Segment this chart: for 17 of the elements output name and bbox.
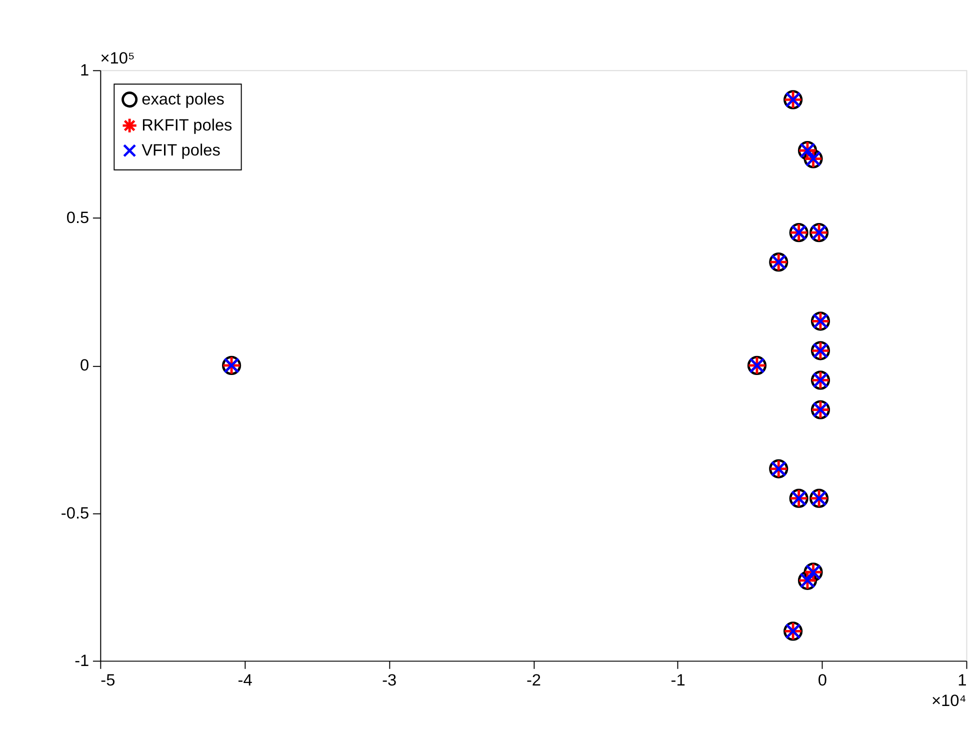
legend-label: RKFIT poles xyxy=(142,116,232,134)
text: ×10⁵ xyxy=(100,49,135,68)
y-tick-label: -1 xyxy=(74,652,90,670)
x-tick-label: -2 xyxy=(526,671,541,690)
x-tick-label: 1 xyxy=(958,671,967,690)
x-tick-label: -3 xyxy=(382,671,397,690)
legend-label: VFIT poles xyxy=(142,141,220,160)
y-tick-label: 0 xyxy=(80,356,90,375)
x-tick-label: -5 xyxy=(100,671,116,690)
y-tick-label: 1 xyxy=(80,61,90,80)
text: ×10⁴ xyxy=(931,692,966,710)
y-tick-label: 0.5 xyxy=(66,209,90,228)
legend-label: exact poles xyxy=(142,90,224,108)
x-tick-label: -4 xyxy=(238,671,252,690)
x-tick-label: -1 xyxy=(670,671,686,690)
y-tick-label: -0.5 xyxy=(60,504,90,522)
x-tick-label: 0 xyxy=(818,671,827,690)
